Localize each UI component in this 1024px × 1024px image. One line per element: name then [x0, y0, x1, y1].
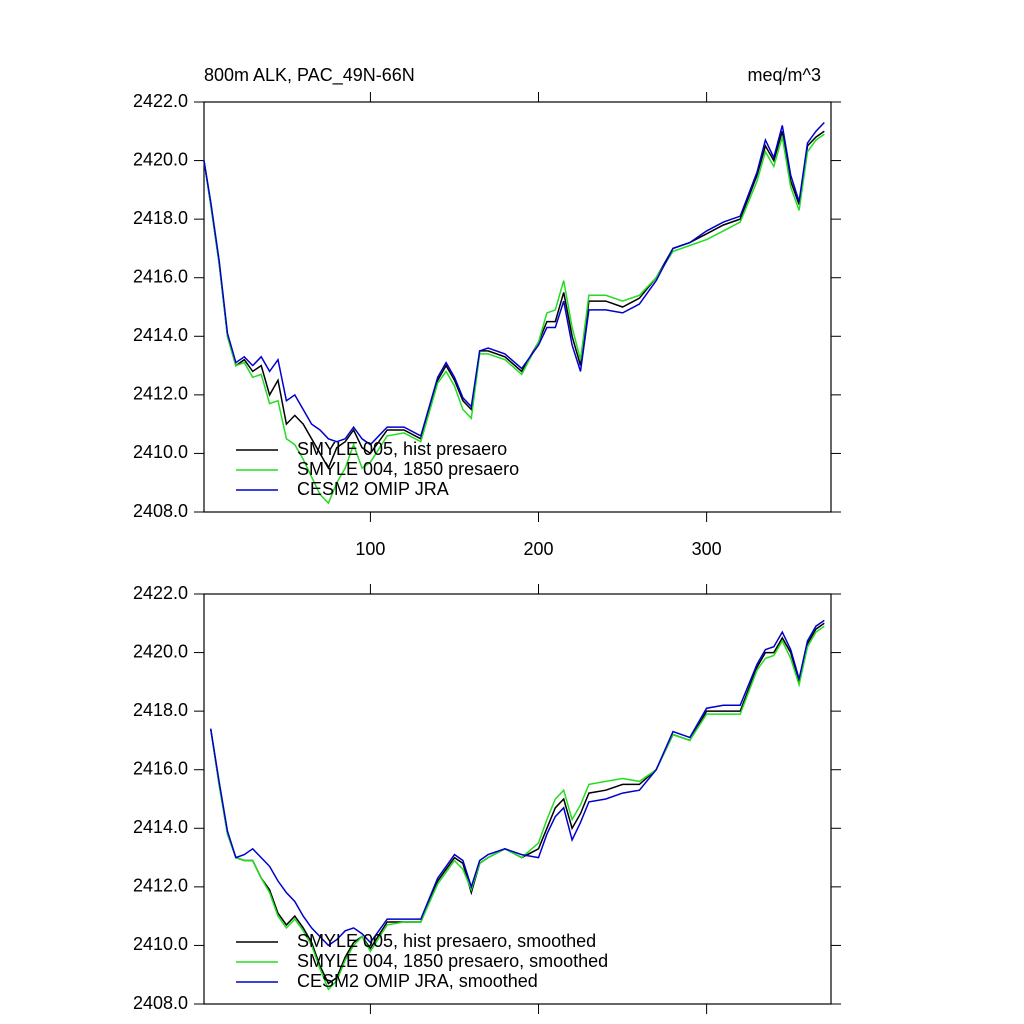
legend-label: CESM2 OMIP JRA: [297, 479, 449, 499]
y-tick-label: 2422.0: [133, 583, 188, 603]
y-tick-label: 2414.0: [133, 817, 188, 837]
y-tick-label: 2408.0: [133, 993, 188, 1013]
y-tick-label: 2408.0: [133, 501, 188, 521]
series-line: [209, 625, 825, 991]
y-tick-label: 2420.0: [133, 641, 188, 661]
plot-frame: [203, 593, 832, 1005]
y-tick-label: 2416.0: [133, 266, 188, 286]
series-line: [203, 130, 825, 470]
series-line: [203, 121, 825, 446]
y-tick-label: 2418.0: [133, 700, 188, 720]
y-tick-label: 2418.0: [133, 208, 188, 228]
x-tick-label: 200: [523, 539, 553, 559]
y-tick-label: 2420.0: [133, 149, 188, 169]
legend-label: CESM2 OMIP JRA, smoothed: [297, 971, 538, 991]
legend-label: SMYLE 005, hist presaero, smoothed: [297, 931, 596, 951]
y-tick-label: 2412.0: [133, 384, 188, 404]
series-line: [203, 133, 825, 505]
y-tick-label: 2422.0: [133, 91, 188, 111]
legend-label: SMYLE 004, 1850 presaero, smoothed: [297, 951, 608, 971]
x-tick-label: 100: [355, 539, 385, 559]
legend-label: SMYLE 005, hist presaero: [297, 439, 507, 459]
y-tick-label: 2414.0: [133, 325, 188, 345]
chart-title: 800m ALK, PAC_49N-66N: [204, 65, 415, 86]
y-tick-label: 2410.0: [133, 442, 188, 462]
plot-frame: [203, 101, 832, 513]
y-tick-label: 2412.0: [133, 876, 188, 896]
legend-label: SMYLE 004, 1850 presaero: [297, 459, 519, 479]
y-tick-label: 2410.0: [133, 934, 188, 954]
y-tick-label: 2416.0: [133, 758, 188, 778]
x-tick-label: 300: [692, 539, 722, 559]
units-label: meq/m^3: [748, 65, 821, 85]
series-line: [209, 619, 825, 947]
